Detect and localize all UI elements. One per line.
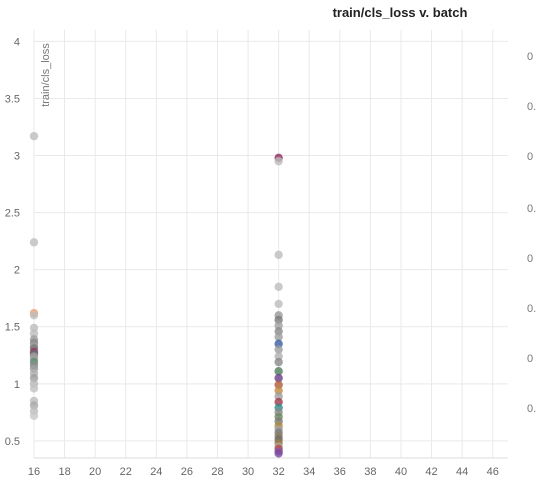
x-tick-label: 18 [58, 466, 70, 478]
scatter-point [274, 157, 283, 166]
scatter-point [274, 282, 283, 291]
y-axis-label: train/cls_loss [40, 43, 52, 107]
scatter-point [274, 332, 283, 342]
x-tick-label: 16 [28, 466, 40, 478]
y-tick-label: 4 [14, 36, 20, 48]
x-tick-label: 20 [89, 466, 101, 478]
edge-label: 0 [527, 253, 533, 265]
edge-label: 0. [527, 101, 536, 113]
scatter-point [29, 311, 39, 320]
edge-label: 0 [527, 151, 533, 163]
y-axis: 4 3.5 3 2.5 2 1.5 1 0.5 [5, 36, 20, 447]
edge-label: 0. [527, 303, 536, 315]
scatter-point [274, 345, 283, 354]
y-tick-label: 2 [14, 265, 20, 277]
y-tick-label: 2.5 [5, 208, 20, 220]
x-tick-label: 40 [395, 466, 407, 478]
right-edge-labels: 0 0. 0 0. 0 0. 0 0. [527, 51, 536, 415]
x-tick-label: 46 [487, 466, 499, 478]
y-tick-label: 3.5 [5, 93, 20, 105]
x-tick-label: 26 [181, 466, 193, 478]
x-tick-label: 38 [364, 466, 376, 478]
scatter-point [29, 384, 39, 393]
scatter-point [274, 250, 283, 260]
x-tick-label: 42 [425, 466, 437, 478]
edge-label: 0. [527, 203, 536, 215]
x-tick-label: 30 [242, 466, 254, 478]
x-tick-label: 44 [456, 466, 468, 478]
x-tick-label: 36 [334, 466, 346, 478]
edge-label: 0 [527, 51, 533, 63]
scatter-point [29, 131, 39, 141]
scatter-point [274, 299, 283, 309]
scatter-point [29, 238, 39, 247]
y-tick-label: 3 [14, 151, 20, 163]
scatter-point [274, 367, 283, 376]
scatter-points [29, 131, 283, 458]
edge-label: 0. [527, 403, 536, 415]
scatter-point [274, 373, 283, 383]
x-tick-label: 22 [120, 466, 132, 478]
x-axis: 16 18 20 22 24 26 28 30 32 34 36 38 40 42 44 46 [28, 457, 508, 478]
grid [33, 30, 508, 458]
x-tick-label: 34 [303, 466, 315, 478]
y-tick-label: 1 [14, 379, 20, 391]
scatter-point [274, 357, 283, 367]
x-tick-label: 28 [211, 466, 223, 478]
edge-label: 0 [527, 353, 533, 365]
y-tick-label: 0.5 [5, 436, 20, 448]
chart-title: train/cls_loss v. batch [333, 5, 468, 20]
scatter-point [29, 411, 39, 420]
x-tick-label: 24 [150, 466, 162, 478]
x-tick-label: 32 [273, 466, 285, 478]
scatter-point [274, 449, 283, 458]
y-tick-label: 1.5 [5, 322, 20, 334]
